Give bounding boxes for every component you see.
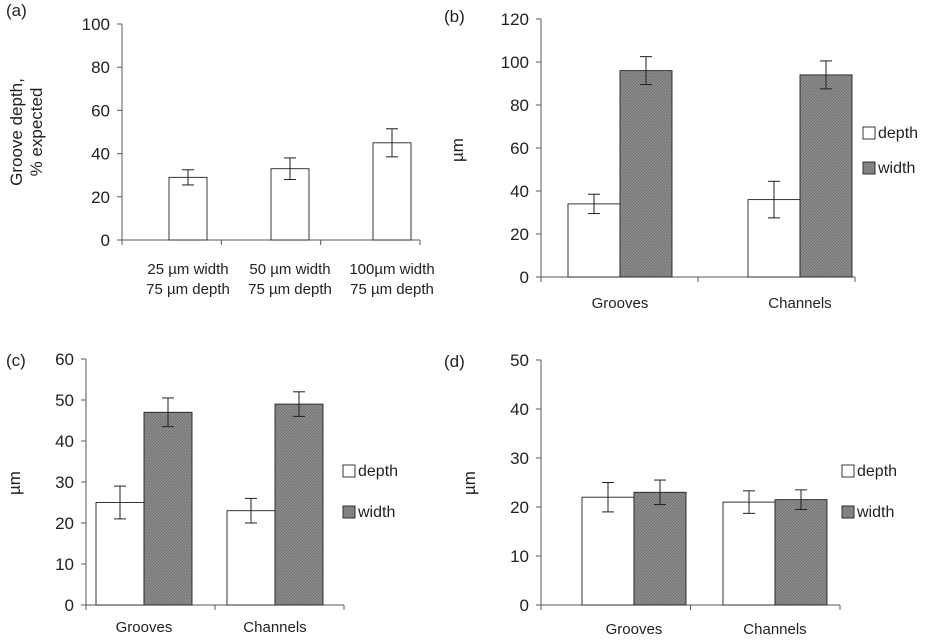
y-tick-label: 40	[55, 432, 74, 451]
bar-value	[372, 142, 412, 241]
x-category-label: Grooves	[592, 295, 649, 312]
y-tick-label: 60	[91, 101, 110, 120]
chart-panel-c: (c) 0 10 20 30 40 50 60 µm Grooves Channels depth wi…	[5, 350, 398, 636]
bar-depth	[95, 502, 145, 606]
legend-swatch-width	[342, 505, 356, 519]
chart-panel-b: (b) 0 20 40 60 80 100 120 µm Grooves Channels depth…	[444, 7, 918, 312]
y-tick-label: 50	[510, 351, 529, 370]
panel-label: (c)	[6, 351, 26, 370]
y-tick-label: 60	[55, 350, 74, 369]
bar-width	[633, 491, 687, 606]
chart-panel-d: (d) 0 10 20 30 40 50 µm Grooves Channels depth widt…	[444, 351, 897, 638]
y-tick-label: 120	[501, 10, 529, 29]
y-tick-label: 100	[501, 53, 529, 72]
legend-swatch-depth	[841, 464, 855, 478]
y-tick-label: 20	[510, 498, 529, 517]
bar-depth	[581, 496, 635, 606]
legend-label-width: width	[357, 504, 395, 521]
panel-label: (b)	[444, 7, 465, 26]
bar-width	[274, 403, 324, 606]
legend-label-width: width	[856, 504, 894, 521]
y-tick-label: 50	[55, 391, 74, 410]
bar-depth	[567, 203, 621, 278]
bar-value	[270, 168, 310, 241]
y-tick-label: 20	[510, 225, 529, 244]
legend-label-depth: depth	[358, 463, 398, 480]
x-category-label: Channels	[768, 295, 831, 312]
x-category-label: Grooves	[606, 621, 663, 638]
y-axis-title: µm	[5, 471, 24, 495]
y-tick-label: 100	[82, 15, 110, 34]
y-tick-label: 0	[101, 231, 110, 250]
chart-panel-a: (a) 0 20 40 60 80 100 Groove depth,% expected 25…	[6, 1, 435, 298]
legend-swatch-width	[841, 505, 855, 519]
y-tick-label: 0	[520, 268, 529, 287]
x-category-label: Channels	[243, 619, 306, 636]
y-axis-title-line: % expected	[27, 88, 46, 177]
y-axis-title: µm	[460, 471, 479, 495]
y-tick-label: 80	[91, 58, 110, 77]
legend-swatch-depth	[862, 126, 876, 140]
bar-width	[774, 499, 828, 606]
x-category-label: 50 µm width	[249, 261, 330, 278]
bar-value	[168, 176, 208, 241]
bar-width	[799, 74, 853, 278]
bar-width	[619, 70, 673, 278]
bar-depth	[226, 510, 276, 606]
x-category-label: Grooves	[116, 619, 173, 636]
y-tick-label: 80	[510, 96, 529, 115]
legend-swatch-depth	[342, 464, 356, 478]
legend-swatch-width	[862, 161, 876, 175]
y-tick-label: 40	[510, 400, 529, 419]
legend-label-width: width	[877, 160, 915, 177]
y-tick-label: 60	[510, 139, 529, 158]
legend-label-depth: depth	[878, 125, 918, 142]
y-tick-label: 10	[510, 547, 529, 566]
y-axis-title: µm	[448, 138, 467, 162]
y-tick-label: 0	[65, 596, 74, 615]
y-tick-label: 30	[510, 449, 529, 468]
y-axis-title: Groove depth,% expected	[7, 78, 46, 186]
bar-width	[143, 411, 193, 606]
y-tick-label: 30	[55, 473, 74, 492]
legend-label-depth: depth	[857, 463, 897, 480]
y-tick-label: 40	[91, 145, 110, 164]
x-category-label: 100µm width	[349, 261, 434, 278]
panel-label: (d)	[444, 352, 465, 371]
y-axis-title-line: Groove depth,	[7, 78, 26, 186]
bar-depth	[722, 501, 776, 606]
y-tick-label: 0	[520, 596, 529, 615]
y-tick-label: 20	[55, 514, 74, 533]
panel-label: (a)	[6, 1, 27, 20]
y-tick-label: 20	[91, 188, 110, 207]
x-category-label: 25 µm width	[147, 261, 228, 278]
y-tick-label: 40	[510, 182, 529, 201]
x-category-label: 75 µm depth	[248, 281, 332, 298]
x-category-label: 75 µm depth	[350, 281, 434, 298]
x-category-label: Channels	[743, 621, 806, 638]
x-category-label: 75 µm depth	[146, 281, 230, 298]
y-tick-label: 10	[55, 555, 74, 574]
